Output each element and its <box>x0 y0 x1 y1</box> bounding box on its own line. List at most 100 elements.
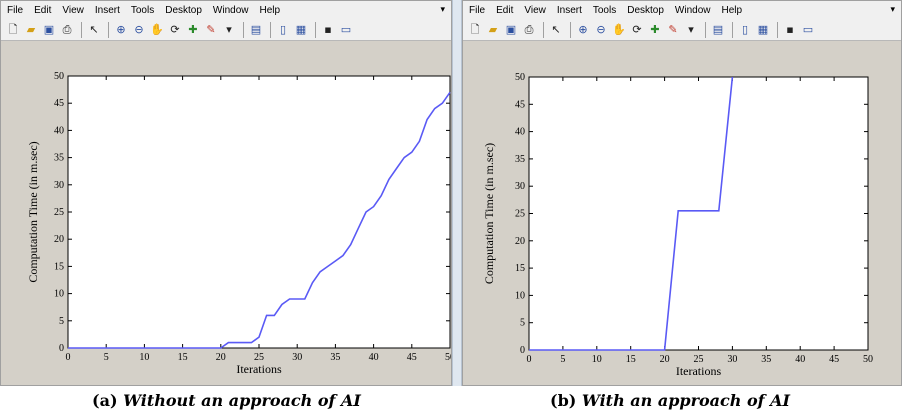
rotate-icon[interactable]: ⟳ <box>632 23 642 36</box>
toolbar-separator <box>570 21 571 38</box>
toolbar-separator <box>543 21 544 38</box>
toolbar-separator <box>705 21 706 38</box>
zoom-in-icon[interactable]: ⊕ <box>116 23 126 36</box>
y-tick-label: 0 <box>59 343 64 354</box>
y-tick-label: 20 <box>515 236 525 247</box>
menu-tools[interactable]: Tools <box>592 4 617 16</box>
menu-help[interactable]: Help <box>721 4 743 16</box>
caption-a: (a) Without an approach of AI <box>92 391 361 410</box>
menu-desktop[interactable]: Desktop <box>627 4 664 16</box>
zoom-out-icon[interactable]: ⊖ <box>596 23 606 36</box>
toolbar-separator <box>108 21 109 38</box>
plot-a: 0 5 10 15 20 25 30 35 40 45 50 0 5 10 15 20 25 30 35 40 45 50… <box>26 71 451 376</box>
show-tools-icon[interactable]: ▭ <box>340 23 352 36</box>
menu-desktop[interactable]: Desktop <box>165 4 202 16</box>
x-tick-label: 20 <box>660 354 670 365</box>
data-cursor-icon[interactable]: ✚ <box>650 23 660 36</box>
menu-tools[interactable]: Tools <box>130 4 155 16</box>
x-tick-label: 50 <box>445 352 451 363</box>
caption-label: (a) <box>92 391 118 410</box>
zoom-out-icon[interactable]: ⊖ <box>134 23 144 36</box>
menu-insert[interactable]: Insert <box>94 4 120 16</box>
dock-arrow-icon[interactable]: ▾ <box>890 4 895 14</box>
legend-icon[interactable]: ▯ <box>741 23 749 36</box>
caption-text: With an approach of AI <box>581 391 791 410</box>
menu-view[interactable]: View <box>524 4 546 16</box>
figure-toolbar: 🗋 ▰ ▣ ⎙ ↖ ⊕ ⊖ ✋ ⟳ ✚ ✎ ▾ ▤ ▯ ▦ ▪ ▭ <box>463 19 901 41</box>
show-tools-icon[interactable]: ▭ <box>802 23 814 36</box>
x-tick-label: 5 <box>104 352 109 363</box>
open-file-icon[interactable]: ▰ <box>488 23 498 36</box>
window-divider[interactable] <box>452 0 462 386</box>
menu-help[interactable]: Help <box>259 4 281 16</box>
x-tick-label: 25 <box>694 354 704 365</box>
colorbar-icon[interactable]: ▤ <box>712 23 724 36</box>
x-tick-label: 40 <box>369 352 379 363</box>
figure-window-a: File Edit View Insert Tools Desktop Wind… <box>0 0 452 386</box>
x-axis-label: Iterations <box>236 362 282 376</box>
new-figure-icon[interactable]: 🗋 <box>8 23 18 36</box>
x-tick-label: 0 <box>527 354 532 365</box>
toolbar-separator <box>270 21 271 38</box>
colorbar-icon[interactable]: ▤ <box>250 23 262 36</box>
legend-icon[interactable]: ▯ <box>279 23 287 36</box>
y-tick-label: 50 <box>54 71 64 82</box>
toolbar-separator <box>732 21 733 38</box>
toolbar-separator <box>243 21 244 38</box>
print-icon[interactable]: ⎙ <box>62 23 72 36</box>
rotate-icon[interactable]: ⟳ <box>170 23 180 36</box>
link-icon[interactable]: ▾ <box>226 23 232 36</box>
y-tick-label: 5 <box>520 318 525 329</box>
print-icon[interactable]: ⎙ <box>524 23 534 36</box>
y-tick-label: 15 <box>54 261 64 272</box>
save-icon[interactable]: ▣ <box>505 23 517 36</box>
series-line <box>529 76 734 351</box>
y-tick-label: 10 <box>515 290 525 301</box>
menu-file[interactable]: File <box>469 4 486 16</box>
x-tick-label: 0 <box>66 352 71 363</box>
hide-tools-icon[interactable]: ▦ <box>295 23 307 36</box>
y-tick-label: 35 <box>54 153 64 164</box>
x-tick-label: 15 <box>626 354 636 365</box>
x-axis-label: Iterations <box>676 364 722 378</box>
menu-edit[interactable]: Edit <box>496 4 514 16</box>
y-tick-label: 45 <box>54 98 64 109</box>
x-tick-label: 20 <box>216 352 226 363</box>
x-tick-label: 5 <box>560 354 565 365</box>
caption-label: (b) <box>550 391 577 410</box>
new-figure-icon[interactable]: 🗋 <box>470 23 480 36</box>
brush-icon[interactable]: ✎ <box>206 23 216 36</box>
save-icon[interactable]: ▣ <box>43 23 55 36</box>
brush-icon[interactable]: ✎ <box>668 23 678 36</box>
hide-tools-icon[interactable]: ▦ <box>757 23 769 36</box>
plot-area <box>67 75 451 349</box>
y-tick-label: 20 <box>54 234 64 245</box>
data-cursor-icon[interactable]: ✚ <box>188 23 198 36</box>
pointer-icon[interactable]: ↖ <box>89 23 99 36</box>
y-tick-label: 50 <box>515 72 525 83</box>
open-file-icon[interactable]: ▰ <box>26 23 36 36</box>
x-tick-label: 15 <box>178 352 188 363</box>
menu-window[interactable]: Window <box>212 4 249 16</box>
y-tick-label: 5 <box>59 316 64 327</box>
y-tick-label: 0 <box>520 345 525 356</box>
toolbar-separator <box>81 21 82 38</box>
x-tick-label: 45 <box>407 352 417 363</box>
dock-arrow-icon[interactable]: ▾ <box>440 4 445 14</box>
x-tick-label: 35 <box>330 352 340 363</box>
link-icon[interactable]: ▾ <box>688 23 694 36</box>
pan-icon[interactable]: ✋ <box>612 23 626 36</box>
hide-plot-tools-icon[interactable]: ▪ <box>324 23 332 36</box>
menu-edit[interactable]: Edit <box>34 4 52 16</box>
x-tick-label: 45 <box>829 354 839 365</box>
menu-file[interactable]: File <box>7 4 24 16</box>
menu-view[interactable]: View <box>62 4 84 16</box>
x-tick-label: 40 <box>795 354 805 365</box>
hide-plot-tools-icon[interactable]: ▪ <box>786 23 794 36</box>
menu-insert[interactable]: Insert <box>556 4 582 16</box>
zoom-in-icon[interactable]: ⊕ <box>578 23 588 36</box>
pointer-icon[interactable]: ↖ <box>551 23 561 36</box>
y-tick-label: 25 <box>54 207 64 218</box>
pan-icon[interactable]: ✋ <box>150 23 164 36</box>
menu-window[interactable]: Window <box>674 4 711 16</box>
